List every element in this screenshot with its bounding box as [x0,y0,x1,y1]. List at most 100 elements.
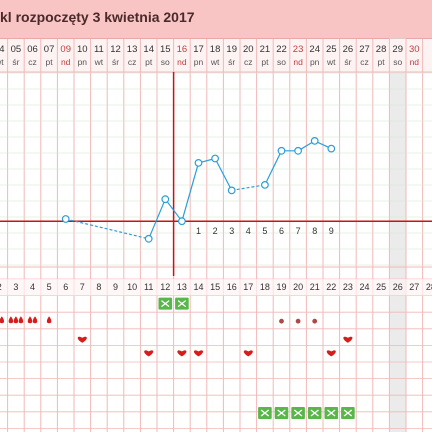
date-weekday-label: wt [326,57,336,67]
temperature-point[interactable] [310,136,319,145]
bleeding-drop-icon [18,316,24,324]
post-ovulation-day-label: 7 [296,226,301,236]
cycle-day-label: 18 [260,282,270,292]
cycle-day-label: 21 [310,282,320,292]
date-weekday-label: nd [410,57,420,67]
test-marker-icon-stroke [293,409,303,417]
date-weekday-label: pn [310,57,320,67]
cycle-day-label: 11 [144,282,153,292]
post-ovulation-day-label: 5 [262,226,267,236]
temperature-point[interactable] [227,186,236,195]
date-day-label: 11 [94,44,104,55]
cycle-day-label: 8 [96,282,101,292]
test-marker-icon-stroke [310,409,319,417]
post-ovulation-day-label: 8 [312,226,317,236]
date-weekday-label: cz [244,57,253,67]
date-day-label: 13 [127,44,138,55]
cycle-day-label: 3 [13,282,18,292]
date-weekday-label: so [161,57,170,67]
cycle-title: kl rozpoczęty 3 kwietnia 2017 [0,9,195,25]
temperature-point[interactable] [194,158,203,167]
temperature-point[interactable] [261,180,269,189]
date-day-label: 17 [193,44,204,55]
cycle-day-label: 15 [210,282,220,292]
temperature-segment [148,198,166,240]
heart-icon [77,336,87,343]
date-weekday-label: pn [194,57,204,67]
date-weekday-label: cz [360,57,369,67]
temperature-point[interactable] [61,215,70,223]
date-day-label: 07 [44,44,55,55]
temperature-point[interactable] [161,195,170,204]
temperature-point[interactable] [177,217,186,226]
post-ovulation-day-label: 6 [279,226,284,236]
date-day-label: 06 [27,44,38,55]
post-ovulation-day-label: 3 [229,226,234,236]
temperature-gap-segment [65,218,149,240]
cycle-day-label: 6 [63,282,68,292]
temperature-segment [181,162,200,222]
heart-icon [243,350,253,357]
mucus-marker-icon-stroke [177,300,187,308]
date-day-label: 25 [326,44,337,55]
today-column-band [389,38,406,432]
date-weekday-label: pn [78,57,88,67]
heart-icon [144,350,154,357]
date-day-label: 21 [260,44,271,55]
date-weekday-label: nd [177,57,187,67]
date-weekday-label: pt [145,57,153,67]
heart-icon [193,350,204,357]
cycle-day-label: 28 [426,282,432,292]
cycle-day-label: 7 [80,282,85,292]
post-ovulation-day-label: 1 [196,226,201,236]
date-day-label: 14 [143,44,154,55]
date-day-label: 16 [177,44,188,55]
temperature-point[interactable] [211,154,220,163]
date-weekday-label: śr [344,57,351,67]
cycle-day-label: 27 [409,282,419,292]
cycle-day-label: 10 [127,282,137,292]
temperature-point[interactable] [327,144,336,153]
cycle-day-label: 26 [393,282,403,292]
cycle-day-label: 16 [227,282,237,292]
date-weekday-label: wt [0,57,4,67]
temperature-point[interactable] [277,146,286,155]
temperature-gap-segment [231,184,265,191]
date-day-label: 12 [110,44,121,55]
date-day-label: 22 [276,44,287,55]
date-weekday-label: cz [28,57,37,67]
bleeding-drop-icon [13,316,19,324]
date-weekday-label: nd [293,57,303,67]
date-weekday-label: śr [228,57,235,67]
date-weekday-label: wt [94,57,104,67]
cycle-day-label: 20 [293,282,303,292]
date-day-label: 19 [226,44,237,55]
date-row-background [0,39,432,73]
temperature-point[interactable] [294,146,303,155]
cycle-day-label: 19 [276,282,286,292]
bleeding-drop-icon [0,316,5,324]
bleeding-drop-icon [46,316,52,324]
date-day-label: 10 [77,44,88,55]
heart-icon [177,350,187,357]
cycle-day-label: 14 [193,282,203,292]
temperature-point[interactable] [144,234,153,243]
date-weekday-label: wt [210,57,220,67]
date-weekday-label: śr [112,57,119,67]
post-ovulation-day-label: 4 [246,226,251,236]
heart-icon [343,336,353,343]
cycle-day-label: 2 [0,282,2,292]
date-day-label: 09 [60,44,71,55]
date-day-label: 18 [210,44,221,55]
cycle-day-row-background [0,279,432,296]
spotting-dot-icon [312,318,318,324]
date-weekday-label: śr [12,57,19,67]
temperature-segment [164,198,183,222]
test-marker-icon-stroke [343,409,353,417]
post-ovulation-day-label: 2 [213,226,218,236]
date-day-label: 29 [392,44,403,55]
date-weekday-label: nd [61,57,71,67]
date-weekday-label: so [393,57,402,67]
